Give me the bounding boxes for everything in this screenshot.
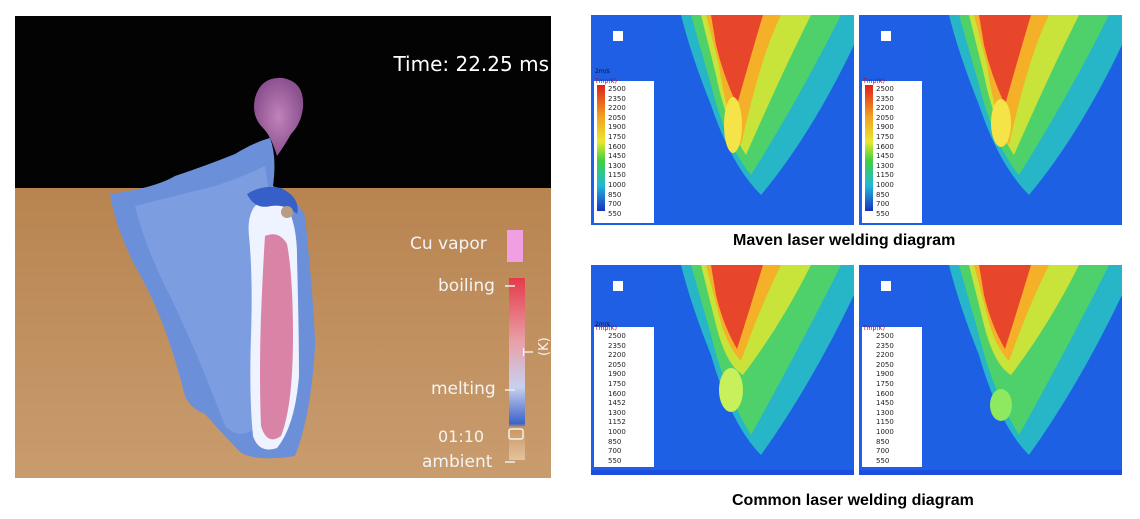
scale-label: 2m/s [595, 321, 610, 328]
common-melt-pool-image-1 [591, 265, 854, 470]
colorbar-ticks: 2500 2350 2200 2050 1900 1750 1600 1452 1300 1152… [608, 332, 626, 465]
temperature-axis-label: T (K) [522, 337, 551, 356]
cu-vapor-label: Cu vapor [410, 234, 487, 254]
common-panel-1: Tmp(K) 2m/s 2500 2350 2200 2050 1900 1750 1600… [591, 265, 854, 475]
melting-label: melting [431, 379, 496, 399]
colorbar-title: Tmp(K) [863, 78, 885, 85]
maven-panel-1: Tmp(K) 2m/s 2500 2350 2200 2050 1900 1750 1600… [591, 15, 854, 225]
colorbar-ticks: 2500 2350 2200 2050 1900 1750 1600 1450 1300 1150… [608, 85, 626, 218]
common-melt-pool-image-2 [859, 265, 1122, 470]
colorbar-ticks: 2500 2350 2200 2050 1900 1750 1600 1450 1300 1150… [876, 85, 894, 218]
common-caption: Common laser welding diagram [732, 492, 974, 509]
boiling-label: boiling [438, 276, 495, 296]
maven-caption: Maven laser welding diagram [733, 232, 956, 249]
common-panel-2: Tmp(K) 2500 2350 2200 2050 1900 1750 1600 1450 1… [859, 265, 1122, 475]
colorbar-title: Tmp(K) [863, 325, 885, 332]
scale-label: 2m/s [595, 68, 610, 75]
maven-melt-pool-image-1 [591, 15, 854, 225]
colorbar-title: Tmp(K) [595, 78, 617, 85]
time-label: Time: 22.25 ms [393, 52, 549, 76]
maven-melt-pool-image-2 [859, 15, 1122, 225]
clock-icon [508, 428, 524, 440]
clock-readout: 01:10 [438, 427, 485, 446]
ambient-label: ambient [422, 452, 493, 472]
maven-panel-2: Tmp(K) 2500 2350 2200 2050 1900 1750 1600 1450 1… [859, 15, 1122, 225]
keyhole-simulation-image [15, 16, 551, 478]
colorbar-ticks: 2500 2350 2200 2050 1900 1750 1600 1450 1300 1150… [876, 332, 894, 465]
simulation-frame: Time: 22.25 ms Cu vapor boiling melting … [15, 16, 551, 478]
colorbar-title: Tmp(K) [595, 325, 617, 332]
